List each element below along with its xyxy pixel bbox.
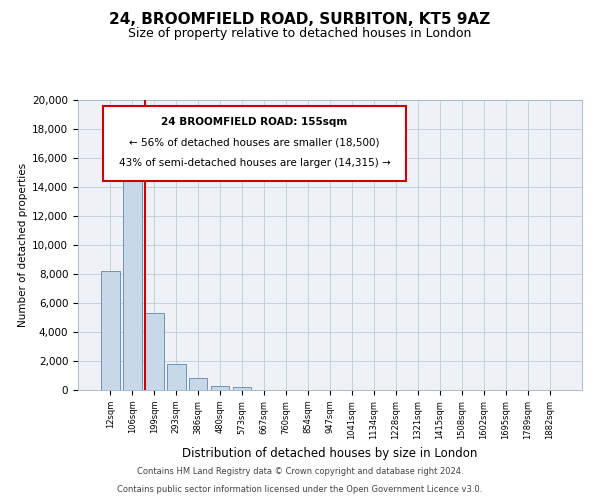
- Text: Size of property relative to detached houses in London: Size of property relative to detached ho…: [128, 28, 472, 40]
- Text: ← 56% of detached houses are smaller (18,500): ← 56% of detached houses are smaller (18…: [129, 138, 380, 147]
- Bar: [167, 364, 185, 390]
- Text: Contains HM Land Registry data © Crown copyright and database right 2024.: Contains HM Land Registry data © Crown c…: [137, 467, 463, 476]
- X-axis label: Distribution of detached houses by size in London: Distribution of detached houses by size …: [182, 447, 478, 460]
- Y-axis label: Number of detached properties: Number of detached properties: [18, 163, 28, 327]
- Bar: [145, 313, 164, 390]
- Bar: [233, 387, 251, 390]
- Bar: [101, 271, 119, 390]
- Text: 43% of semi-detached houses are larger (14,315) →: 43% of semi-detached houses are larger (…: [119, 158, 390, 168]
- Bar: [123, 151, 142, 390]
- Text: Contains public sector information licensed under the Open Government Licence v3: Contains public sector information licen…: [118, 485, 482, 494]
- FancyBboxPatch shape: [103, 106, 406, 181]
- Text: 24 BROOMFIELD ROAD: 155sqm: 24 BROOMFIELD ROAD: 155sqm: [161, 118, 347, 128]
- Text: 24, BROOMFIELD ROAD, SURBITON, KT5 9AZ: 24, BROOMFIELD ROAD, SURBITON, KT5 9AZ: [109, 12, 491, 28]
- Bar: [211, 386, 229, 390]
- Bar: [189, 378, 208, 390]
